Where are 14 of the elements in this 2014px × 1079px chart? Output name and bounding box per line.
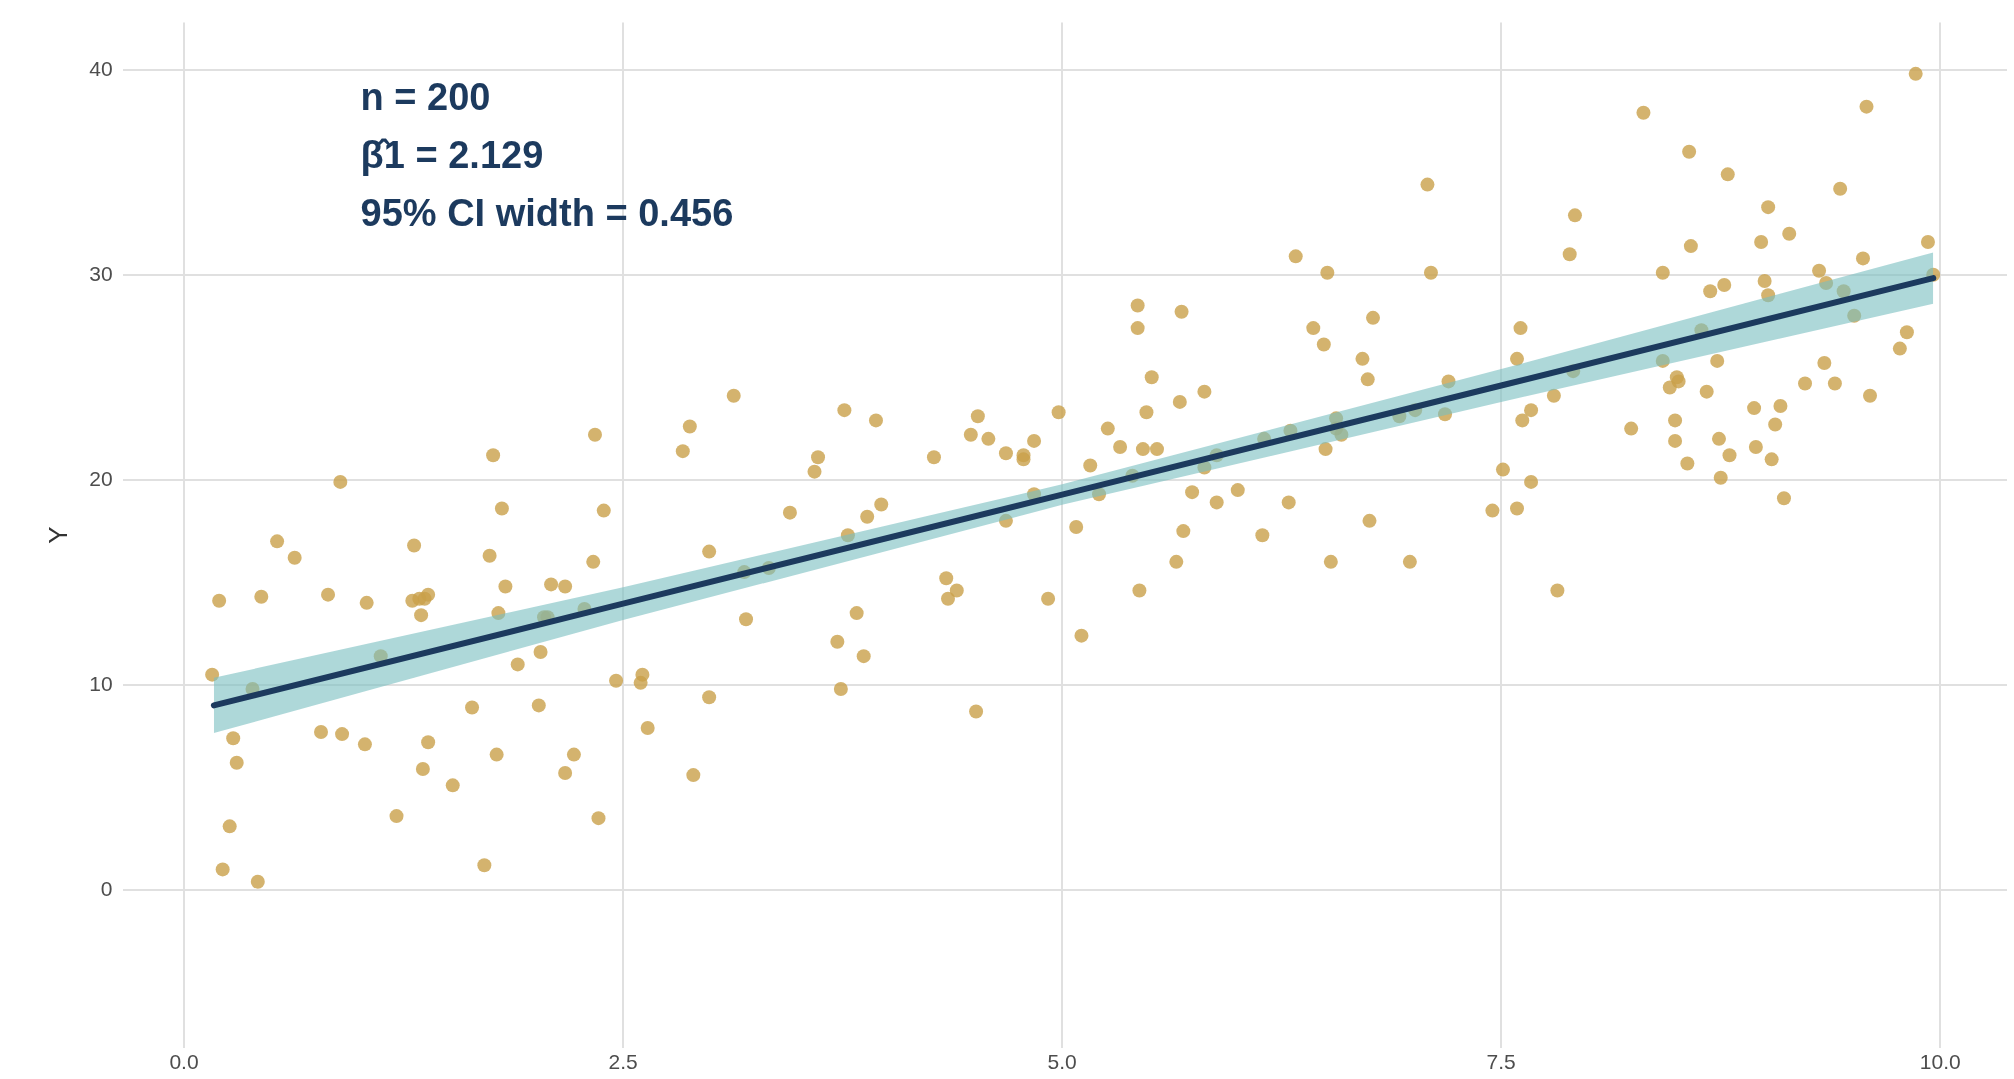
annotation: β̂1 = 2.129 (360, 134, 544, 177)
y-tick-label: 20 (89, 466, 113, 490)
y-tick-label: 30 (89, 261, 113, 285)
annotation: n = 200 (360, 76, 491, 119)
x-tick-label: 10.0 (1919, 1050, 1961, 1074)
y-axis-title: Y (42, 526, 73, 544)
x-tick-label: 2.5 (608, 1050, 638, 1074)
y-tick-label: 10 (89, 671, 113, 695)
y-tick-label: 40 (89, 56, 113, 80)
annotation: 95% CI width = 0.456 (360, 192, 734, 235)
x-tick-label: 7.5 (1486, 1050, 1516, 1074)
y-tick-label: 0 (100, 876, 113, 900)
x-tick-label: 0.0 (169, 1050, 199, 1074)
x-tick-label: 5.0 (1047, 1050, 1077, 1074)
